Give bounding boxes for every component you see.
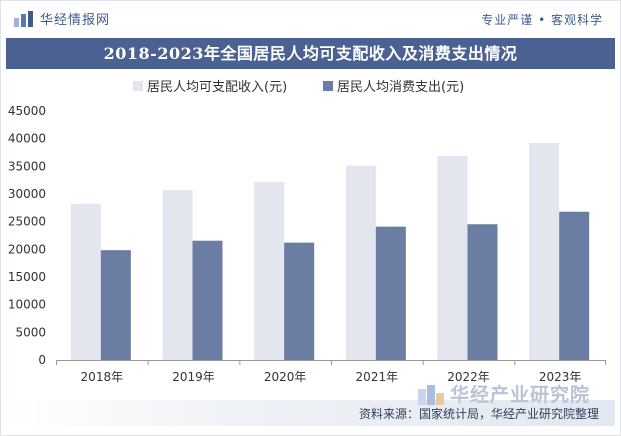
y-tick-label: 10000 [8,298,46,312]
bar-income [254,181,285,360]
logo-text: 华经情报网 [40,13,111,28]
footer-band [6,400,615,426]
x-tick-label: 2019年 [172,370,215,384]
y-tick-label: 5000 [15,325,46,339]
x-tick-label: 2018年 [81,370,124,384]
x-tick-label: 2023年 [539,370,582,384]
brand-stamp: 华经产业研究院 [418,380,590,407]
bar-income [345,165,376,360]
y-axis: 0 5000 10000 15000 20000 25000 30000 35000 40000… [8,104,46,367]
y-tick-label: 30000 [8,187,46,201]
bar-income [437,155,468,360]
brand-logo-icon [418,383,444,405]
source-note: 资料来源：国家统计局，华经产业研究院整理 [358,407,599,421]
logo: 华经情报网 [14,9,110,28]
footer: 资料来源：国家统计局，华经产业研究院整理 [0,400,621,436]
y-tick-label: 35000 [8,159,46,173]
chart-title: 2018-2023年全国居民人均可支配收入及消费支出情况 [6,38,615,69]
brand-name: 华经产业研究院 [450,384,591,406]
x-axis: 2018年 2019年 2020年 2021年 2022年 2023年 [56,360,606,384]
bars [70,142,590,360]
bar-spending [284,242,315,360]
x-tick-label: 2022年 [447,370,490,384]
bar-spending [467,224,498,360]
bar-spending [100,250,131,360]
bar-spending [559,211,590,360]
top-bar: 华经情报网 专业严谨 • 客观科学 [0,0,621,34]
x-tick-label: 2020年 [264,370,307,384]
legend-swatch [323,81,333,91]
y-tick-label: 40000 [8,132,46,146]
y-tick-label: 15000 [8,270,46,284]
legend-label: 居民人均可支配收入(元) [147,80,287,95]
y-tick-label: 45000 [8,104,46,118]
bar-income [529,142,560,360]
y-tick-label: 20000 [8,242,46,256]
logo-bars-icon [14,10,34,27]
bar-income [162,189,193,360]
y-tick-label: 25000 [8,215,46,229]
legend: 居民人均可支配收入(元) 居民人均消费支出(元) [133,80,464,95]
bar-spending [192,240,223,360]
bar-spending [375,226,406,360]
bar-income [70,203,101,360]
slogan: 专业严谨 • 客观科学 [481,13,603,27]
legend-swatch [133,81,143,91]
y-tick-label: 0 [38,353,46,367]
legend-label: 居民人均消费支出(元) [337,80,464,95]
x-tick-label: 2021年 [356,370,399,384]
